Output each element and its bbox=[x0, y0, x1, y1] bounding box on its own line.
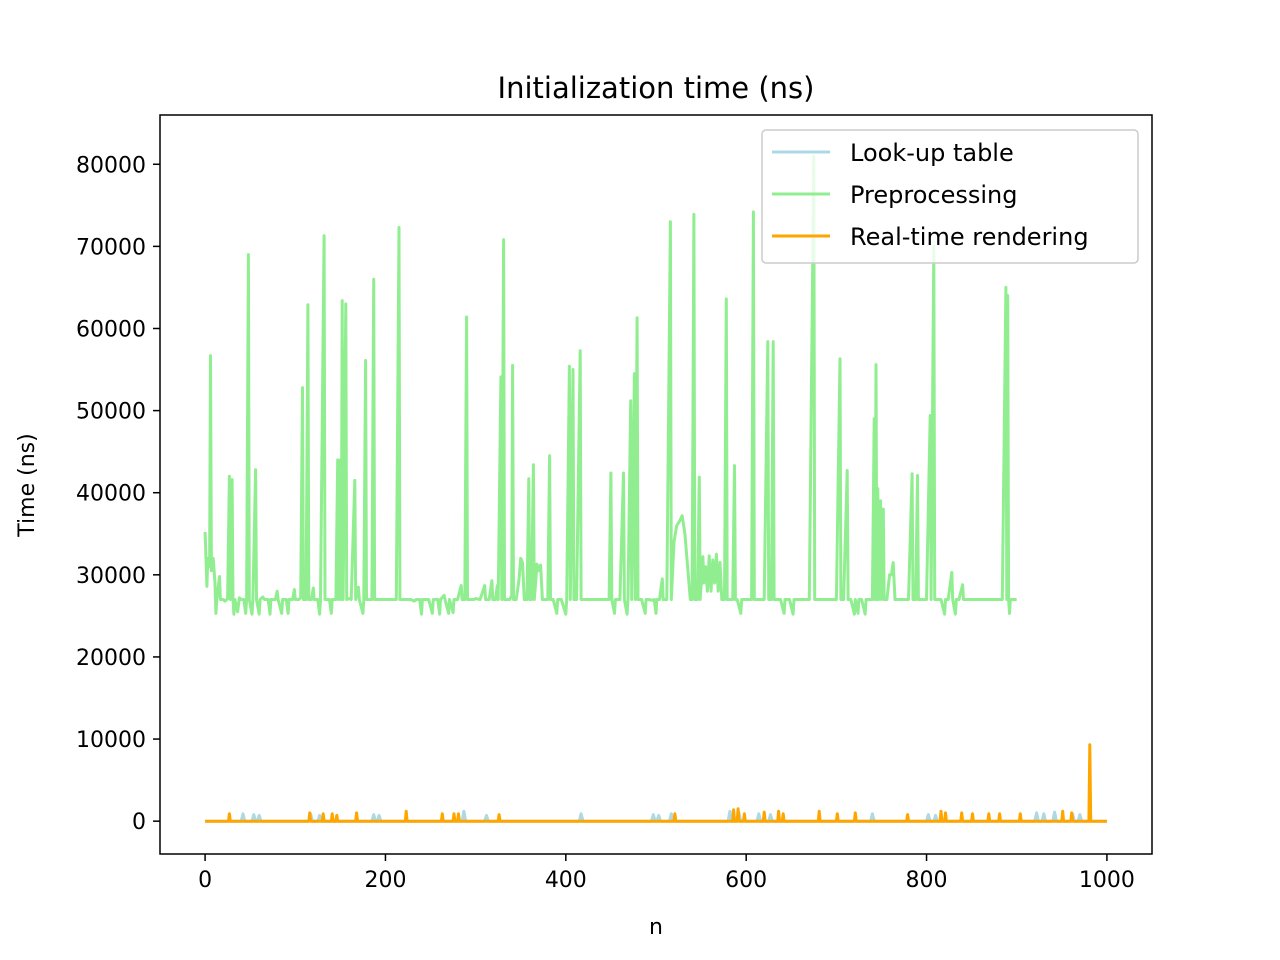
x-tick-label: 600 bbox=[725, 868, 767, 893]
y-tick-label: 60000 bbox=[76, 317, 146, 342]
y-axis: 0 10000 20000 30000 40000 50000 60000 70000 8000… bbox=[76, 153, 160, 835]
series-layer bbox=[203, 154, 1107, 823]
series-line-real-time-rendering bbox=[205, 743, 1107, 823]
y-tick-label: 50000 bbox=[76, 400, 146, 425]
series-line-preprocessing bbox=[203, 154, 1017, 616]
y-tick-label: 70000 bbox=[76, 235, 146, 260]
plot-area-frame bbox=[159, 114, 1153, 855]
y-tick-label: 20000 bbox=[76, 646, 146, 671]
y-tick-label: 80000 bbox=[76, 153, 146, 178]
x-axis-label: n bbox=[649, 915, 663, 940]
y-axis-label: Time (ns) bbox=[15, 433, 40, 537]
x-axis: 0 200 400 600 800 1000 bbox=[198, 854, 1135, 893]
x-tick-label: 800 bbox=[906, 868, 948, 893]
legend-label: Look-up table bbox=[850, 139, 1014, 167]
legend-box bbox=[761, 129, 1139, 264]
x-tick-label: 0 bbox=[198, 868, 212, 893]
y-tick-label: 40000 bbox=[76, 482, 146, 507]
y-tick-label: 0 bbox=[132, 810, 146, 835]
chart-title: Initialization time (ns) bbox=[498, 71, 815, 105]
x-tick-label: 1000 bbox=[1079, 868, 1135, 893]
y-tick-label: 10000 bbox=[76, 728, 146, 753]
x-tick-label: 200 bbox=[364, 868, 406, 893]
legend-label: Real-time rendering bbox=[850, 223, 1089, 251]
legend: Look-up table Preprocessing Real-time rend… bbox=[761, 129, 1139, 264]
legend-label: Preprocessing bbox=[850, 181, 1018, 209]
x-tick-label: 400 bbox=[545, 868, 587, 893]
y-tick-label: 30000 bbox=[76, 564, 146, 589]
